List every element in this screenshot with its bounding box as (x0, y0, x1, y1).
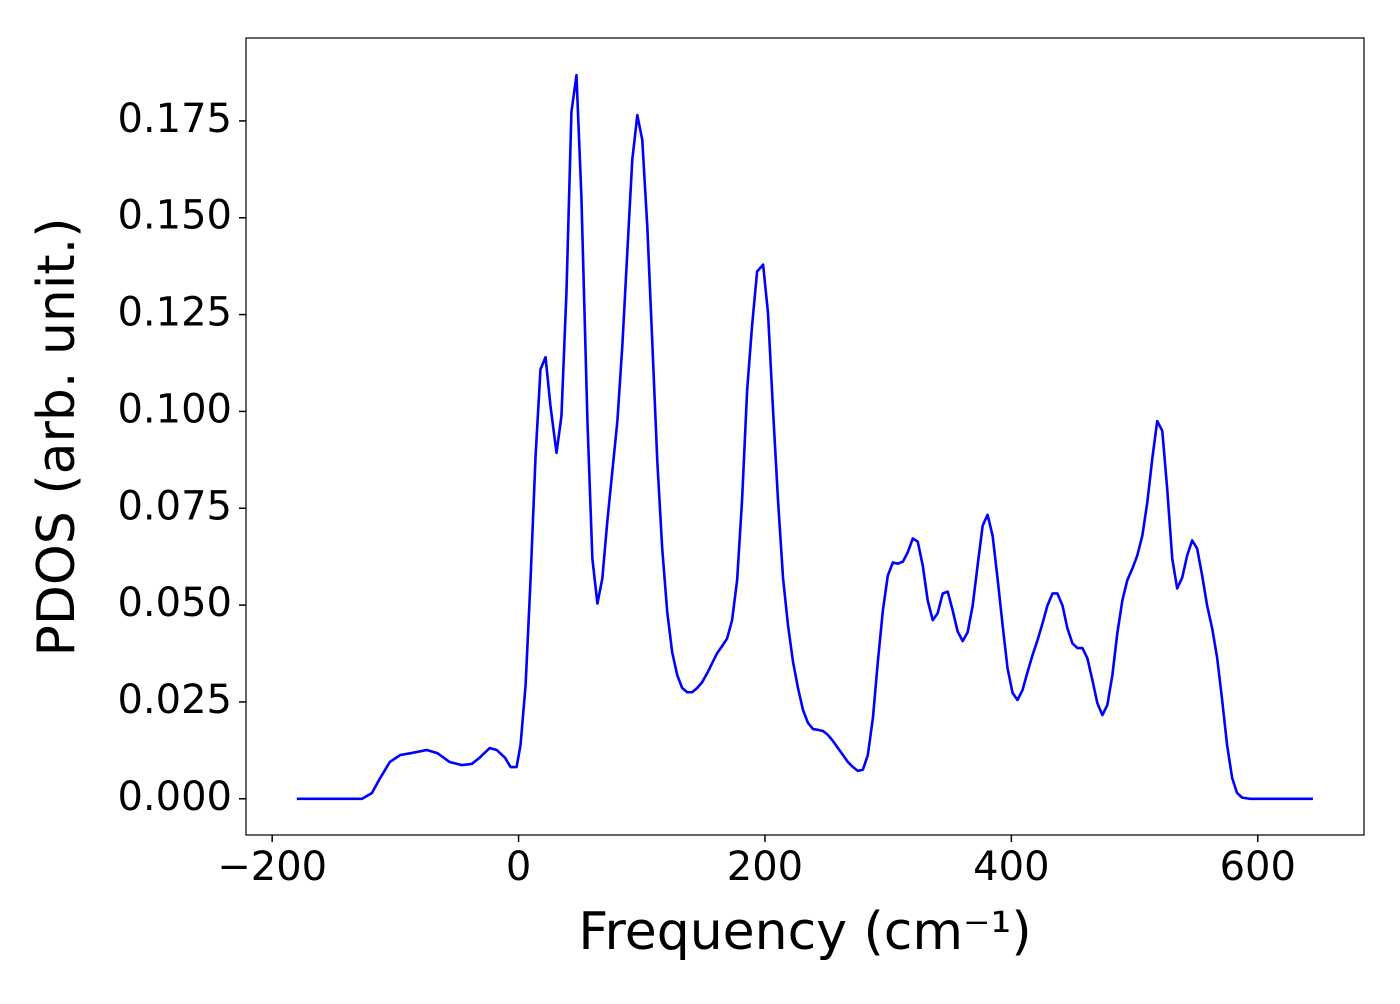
y-tick-label: 0.175 (117, 96, 232, 142)
x-tick-label: 400 (973, 844, 1049, 890)
y-tick-label: 0.150 (117, 193, 232, 239)
y-tick-label: 0.050 (117, 580, 232, 626)
x-tick-label: 0 (506, 844, 531, 890)
x-tick-label: 600 (1220, 844, 1296, 890)
y-tick-label: 0.075 (117, 483, 232, 529)
y-tick-label: 0.000 (117, 774, 232, 820)
x-axis-label: Frequency (cm⁻¹) (578, 902, 1031, 962)
x-tick-label: −200 (217, 844, 327, 890)
data-line (296, 73, 1313, 801)
x-tick-label: 200 (727, 844, 803, 890)
plot-frame (245, 37, 1365, 836)
y-tick-label: 0.025 (117, 677, 232, 723)
y-axis-label: PDOS (arb. unit.) (27, 217, 87, 656)
y-tick-label: 0.100 (117, 386, 232, 432)
y-tick-label: 0.125 (117, 290, 232, 336)
